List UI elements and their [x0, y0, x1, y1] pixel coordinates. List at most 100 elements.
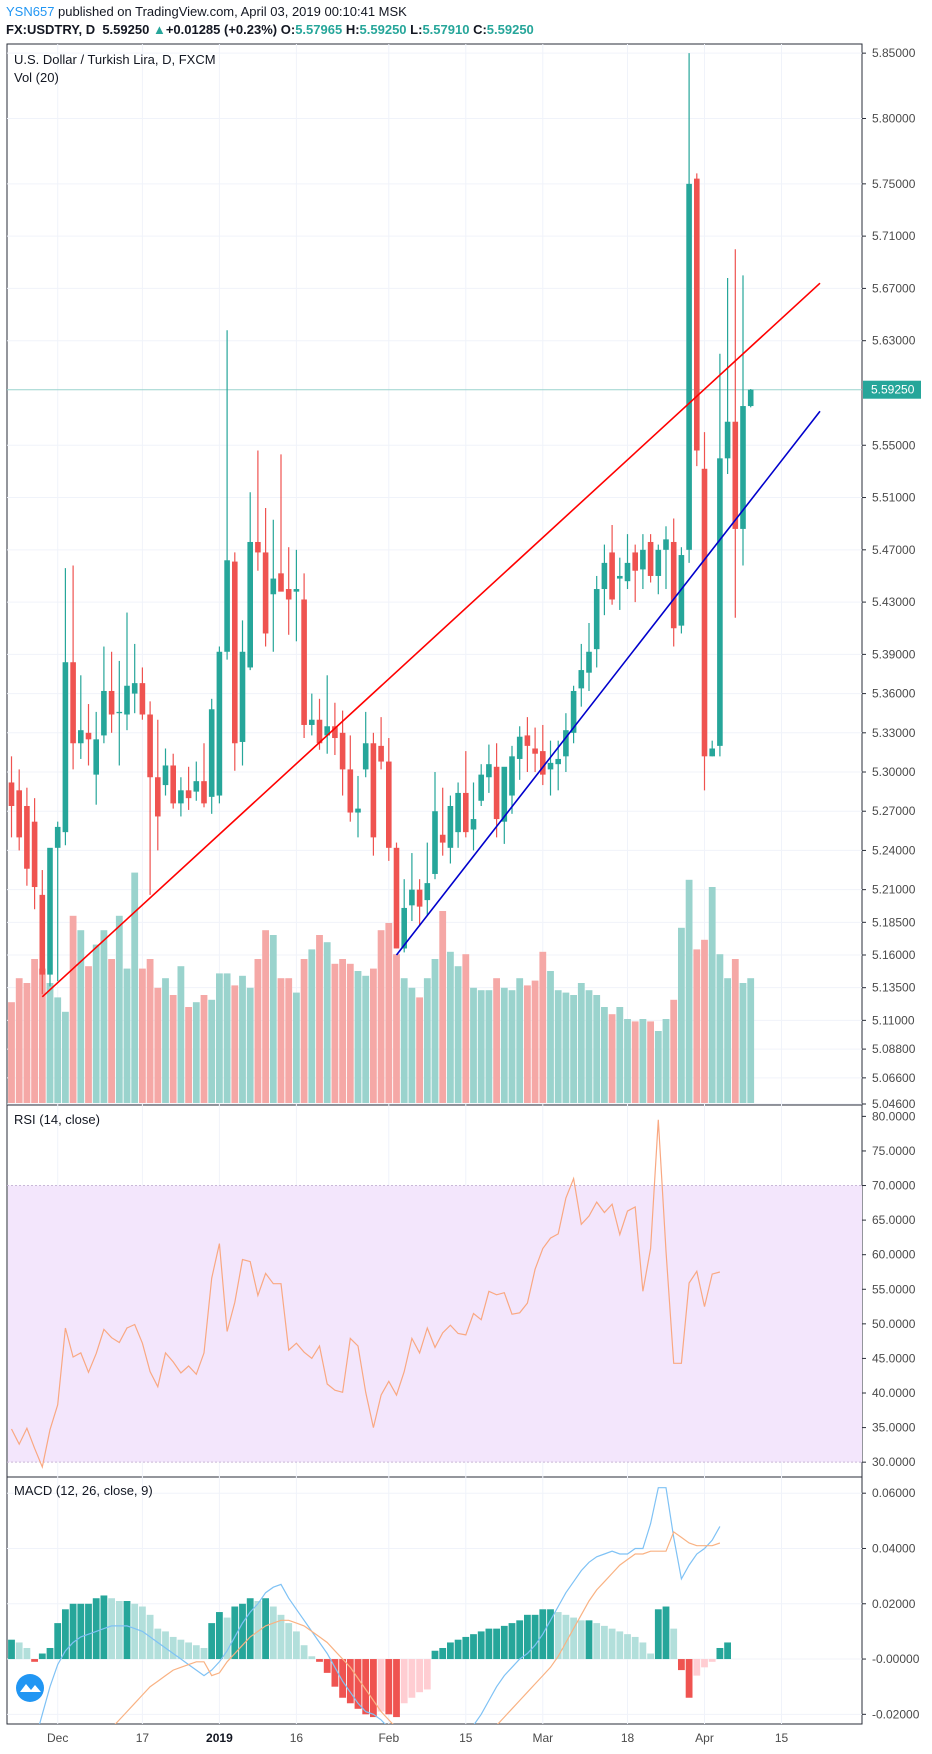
candle-body[interactable]: [47, 847, 53, 975]
trendline-layer[interactable]: [41, 282, 821, 998]
candle-body[interactable]: [124, 685, 130, 715]
candle-body[interactable]: [232, 561, 238, 744]
candle-body[interactable]: [108, 690, 115, 715]
candle-body[interactable]: [516, 736, 523, 759]
candle-body[interactable]: [208, 709, 215, 797]
candle-body[interactable]: [424, 883, 431, 901]
candle-body[interactable]: [324, 726, 330, 736]
candle-body[interactable]: [193, 781, 200, 792]
candle-body[interactable]: [609, 552, 615, 600]
candle-body[interactable]: [85, 732, 92, 740]
candle-body[interactable]: [386, 761, 392, 848]
candle-body[interactable]: [624, 562, 631, 582]
candle-body[interactable]: [694, 178, 700, 451]
candle-body[interactable]: [547, 762, 554, 770]
candle-body[interactable]: [540, 751, 546, 775]
candle-body[interactable]: [570, 690, 577, 733]
candle-body[interactable]: [170, 765, 176, 804]
candle-body[interactable]: [632, 552, 638, 571]
candle-body[interactable]: [747, 389, 754, 407]
candle-body[interactable]: [301, 599, 307, 725]
candle-body[interactable]: [309, 719, 315, 725]
candle-body[interactable]: [509, 756, 515, 796]
candle-body[interactable]: [185, 790, 192, 799]
candle-body[interactable]: [409, 889, 415, 906]
candle-body[interactable]: [670, 541, 677, 629]
candle-body[interactable]: [470, 819, 477, 830]
candle-body[interactable]: [224, 560, 230, 652]
candle-body[interactable]: [370, 743, 377, 838]
candle-body[interactable]: [347, 769, 354, 813]
candle-body[interactable]: [78, 730, 84, 744]
candle-body[interactable]: [247, 541, 253, 668]
candle-body[interactable]: [493, 766, 500, 820]
candle-body[interactable]: [740, 406, 746, 529]
blue-trendline[interactable]: [395, 410, 821, 956]
candle-body[interactable]: [709, 748, 715, 757]
candle-body[interactable]: [717, 458, 723, 746]
candle-body[interactable]: [378, 745, 384, 762]
candle-body[interactable]: [647, 541, 654, 576]
candle-body[interactable]: [563, 730, 569, 757]
candle-body[interactable]: [701, 468, 708, 757]
candle-body[interactable]: [316, 719, 323, 744]
candle-body[interactable]: [54, 826, 61, 848]
candle-body[interactable]: [555, 758, 561, 765]
candle-body[interactable]: [8, 782, 15, 806]
candle-body[interactable]: [93, 739, 99, 775]
candle-body[interactable]: [432, 811, 438, 874]
candle-body[interactable]: [62, 662, 69, 833]
candle-body[interactable]: [24, 805, 30, 869]
candle-body[interactable]: [339, 732, 346, 770]
candle-body[interactable]: [478, 774, 484, 801]
candle-body[interactable]: [262, 552, 269, 634]
candle-body[interactable]: [70, 662, 76, 744]
candle-body[interactable]: [524, 735, 531, 746]
candle-body[interactable]: [31, 821, 38, 888]
candle-body[interactable]: [532, 748, 538, 754]
candle-body[interactable]: [501, 766, 508, 822]
candle-body[interactable]: [578, 670, 585, 689]
candle-body[interactable]: [686, 183, 692, 550]
candle-body[interactable]: [617, 575, 623, 579]
candle-body[interactable]: [586, 651, 592, 673]
candle-body[interactable]: [724, 421, 731, 459]
candle-body[interactable]: [447, 805, 454, 848]
candle-body[interactable]: [255, 541, 261, 553]
candle-body[interactable]: [16, 790, 22, 838]
candle-body[interactable]: [239, 651, 246, 742]
candle-body[interactable]: [101, 690, 107, 736]
candle-body[interactable]: [401, 907, 407, 949]
candle-body[interactable]: [601, 562, 608, 590]
candle-body[interactable]: [593, 589, 600, 650]
candle-body[interactable]: [393, 847, 400, 949]
tradingview-logo-icon[interactable]: [16, 1674, 44, 1702]
candle-body[interactable]: [278, 573, 284, 592]
candle-body[interactable]: [455, 792, 461, 833]
candle-body[interactable]: [416, 889, 423, 907]
candle-body[interactable]: [439, 834, 446, 843]
candle-body[interactable]: [655, 549, 662, 576]
candle-body[interactable]: [663, 539, 669, 550]
candle-body[interactable]: [162, 765, 169, 786]
author-link[interactable]: YSN657: [6, 4, 55, 19]
candle-body[interactable]: [486, 764, 492, 778]
candle-body[interactable]: [139, 683, 146, 715]
candle-body[interactable]: [216, 651, 223, 796]
red-trendline[interactable]: [41, 282, 821, 998]
candle-body[interactable]: [640, 549, 646, 570]
candle-body[interactable]: [178, 790, 184, 804]
candle-body[interactable]: [355, 808, 361, 813]
candle-body[interactable]: [463, 792, 469, 833]
candle-body[interactable]: [155, 777, 161, 817]
candle-body[interactable]: [285, 589, 292, 600]
candle-body[interactable]: [39, 894, 46, 975]
candle-body[interactable]: [147, 714, 153, 778]
candle-body[interactable]: [270, 578, 277, 595]
candle-body[interactable]: [201, 781, 207, 804]
candle-body[interactable]: [732, 421, 739, 529]
candle-body[interactable]: [362, 743, 369, 770]
candle-body[interactable]: [116, 711, 123, 714]
candle-body[interactable]: [332, 726, 338, 739]
